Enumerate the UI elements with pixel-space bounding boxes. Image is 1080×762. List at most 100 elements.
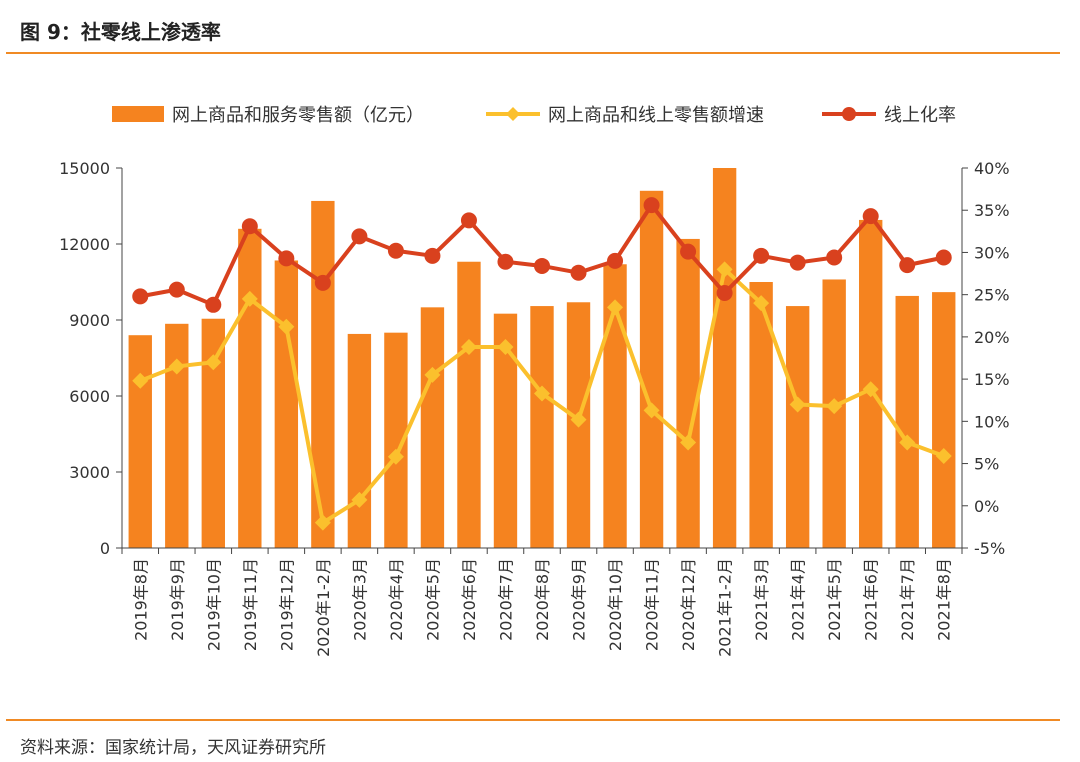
growth-point <box>424 366 441 383</box>
x-tick-label: 2021年3月 <box>752 558 771 641</box>
growth-point <box>205 354 222 371</box>
x-tick-label: 2021年7月 <box>898 558 917 641</box>
bar <box>274 260 299 548</box>
legend-label-growth: 网上商品和线上零售额增速 <box>548 105 764 126</box>
x-tick-label: 2020年11月 <box>643 558 662 651</box>
x-tick-label: 2019年8月 <box>131 558 150 641</box>
rate-point <box>534 257 550 274</box>
growth-point <box>680 434 697 451</box>
rate-point <box>314 274 331 291</box>
growth-point <box>534 385 550 402</box>
growth-point <box>607 299 624 316</box>
right-tick-label: 10% <box>974 412 1010 431</box>
bar <box>128 335 152 548</box>
growth-point <box>497 339 514 356</box>
x-tick-label: 2020年8月 <box>533 558 552 641</box>
x-tick-label: 2020年5月 <box>423 558 442 641</box>
growth-point <box>460 339 477 356</box>
x-tick-label: 2020年4月 <box>387 558 406 641</box>
right-tick-label: 25% <box>974 286 1010 305</box>
legend-swatch-rate-marker <box>842 107 856 121</box>
rate-point <box>680 243 697 260</box>
figure-title: 图 9：社零线上渗透率 <box>20 20 221 44</box>
growth-point <box>168 358 185 375</box>
bar <box>932 292 956 548</box>
right-tick-label: 20% <box>974 328 1010 347</box>
legend-swatch-growth-marker <box>506 107 520 121</box>
x-tick-label: 2021年6月 <box>862 558 881 641</box>
rate-point <box>643 197 660 214</box>
growth-point <box>643 402 660 419</box>
bar <box>676 238 700 548</box>
x-tick-label: 2020年9月 <box>570 558 589 641</box>
rate-point <box>497 253 514 270</box>
rate-point <box>570 264 587 281</box>
x-tick-label: 2020年3月 <box>350 558 369 641</box>
rate-point <box>424 247 441 264</box>
bar <box>785 306 810 548</box>
legend-swatch-bars <box>112 106 164 122</box>
legend: 网上商品和服务零售额（亿元） 网上商品和线上零售额增速 线上化率 <box>112 105 956 126</box>
growth-point <box>241 290 258 307</box>
right-tick-label: 30% <box>974 243 1010 262</box>
chart: 网上商品和服务零售额（亿元） 网上商品和线上零售额增速 线上化率 0 3000 60… <box>59 105 1009 657</box>
bar <box>201 318 225 548</box>
rate-point <box>460 212 477 229</box>
growth-point <box>935 447 952 464</box>
bar <box>311 200 335 548</box>
legend-label-rate: 线上化率 <box>884 105 956 126</box>
bar <box>165 323 189 548</box>
right-tick-label: 5% <box>974 455 999 474</box>
x-tick-label: 2019年9月 <box>168 558 187 641</box>
right-tick-label: 35% <box>974 201 1010 220</box>
growth-point <box>570 411 587 428</box>
growth-point <box>278 318 295 335</box>
right-tick-label: -5% <box>974 539 1005 558</box>
x-tick-label: 2019年12月 <box>277 558 296 651</box>
bar <box>895 295 919 548</box>
growth-point <box>899 434 916 451</box>
bar <box>712 168 737 548</box>
x-tick-label: 2020年12月 <box>679 558 698 651</box>
rate-point <box>899 257 916 274</box>
bar <box>238 228 262 549</box>
bar <box>347 333 372 548</box>
rate-point <box>387 242 404 259</box>
legend-label-bars: 网上商品和服务零售额（亿元） <box>172 105 424 126</box>
rate-point <box>789 254 806 271</box>
rate-point <box>826 249 843 266</box>
growth-point <box>314 514 331 531</box>
x-tick-label: 2021年4月 <box>789 558 808 641</box>
growth-point <box>351 491 368 508</box>
rate-point <box>241 218 258 235</box>
left-tick-label: 6000 <box>69 387 110 406</box>
rate-point <box>205 296 222 313</box>
growth-point <box>387 448 404 465</box>
x-tick-label: 2021年1-2月 <box>716 558 735 657</box>
growth-point <box>753 295 770 312</box>
bar <box>420 307 445 548</box>
rate-point <box>935 249 952 266</box>
bar <box>457 261 481 548</box>
bar <box>639 190 664 549</box>
rate-point <box>278 250 295 267</box>
x-tick-label: 2021年5月 <box>825 558 844 641</box>
rate-point <box>753 247 770 264</box>
rate-point <box>168 281 185 298</box>
plot-area: 0 3000 6000 9000 12000 15000 -5% 0% 5% 10% 15% 20% 2… <box>59 159 1009 657</box>
right-tick-label: 15% <box>974 370 1010 389</box>
rate-point <box>607 252 624 269</box>
growth-point <box>826 398 843 415</box>
growth-point <box>862 381 879 398</box>
bar <box>493 313 518 548</box>
bar <box>384 332 408 548</box>
growth-point <box>716 261 733 278</box>
left-tick-label: 0 <box>100 539 110 558</box>
left-tick-label: 3000 <box>69 463 110 482</box>
right-tick-label: 0% <box>974 497 999 516</box>
x-tick-label: 2019年11月 <box>241 558 260 651</box>
x-tick-label: 2019年10月 <box>204 558 223 651</box>
bar <box>530 306 554 548</box>
rate-point <box>862 208 879 225</box>
x-tick-label: 2020年7月 <box>496 558 515 641</box>
